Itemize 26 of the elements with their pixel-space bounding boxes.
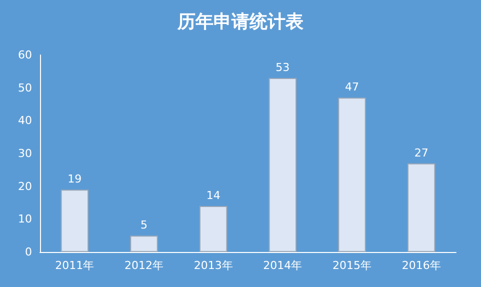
bar xyxy=(130,236,158,252)
y-tick-label: 20 xyxy=(18,180,32,193)
x-tick-label: 2011年 xyxy=(55,259,94,272)
data-label: 47 xyxy=(345,80,359,94)
x-tick-label: 2015年 xyxy=(332,259,372,272)
data-label: 14 xyxy=(206,189,220,202)
bar xyxy=(268,78,297,252)
data-label: 53 xyxy=(276,60,290,74)
data-label: 19 xyxy=(68,172,82,186)
y-tick-label: 60 xyxy=(18,48,32,62)
data-label: 5 xyxy=(140,218,148,232)
x-tick-label: 2013年 xyxy=(194,259,233,272)
y-tick-label: 10 xyxy=(18,212,32,226)
y-tick-label: 40 xyxy=(18,114,32,128)
x-tick-label: 2016年 xyxy=(402,259,441,272)
y-tick-label: 30 xyxy=(18,147,32,160)
bar xyxy=(60,190,89,252)
bar xyxy=(338,98,366,252)
bar xyxy=(199,206,228,252)
chart-title: 历年申请统计表 xyxy=(176,12,304,32)
y-tick-label: 50 xyxy=(18,81,32,94)
y-tick-label: 0 xyxy=(25,246,32,258)
x-tick-label: 2012年 xyxy=(124,259,164,272)
data-label: 27 xyxy=(414,146,428,160)
x-tick-label: 2014年 xyxy=(263,259,302,272)
bar xyxy=(407,163,436,252)
